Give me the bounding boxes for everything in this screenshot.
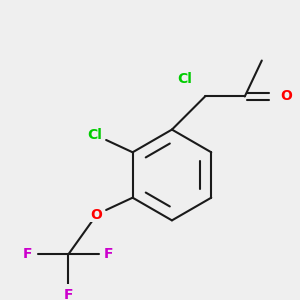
Text: F: F (104, 248, 114, 261)
Text: F: F (23, 248, 32, 261)
Text: Cl: Cl (87, 128, 102, 142)
Text: O: O (281, 89, 292, 103)
Text: F: F (64, 288, 73, 300)
Text: O: O (90, 208, 102, 222)
Text: Cl: Cl (177, 73, 192, 86)
